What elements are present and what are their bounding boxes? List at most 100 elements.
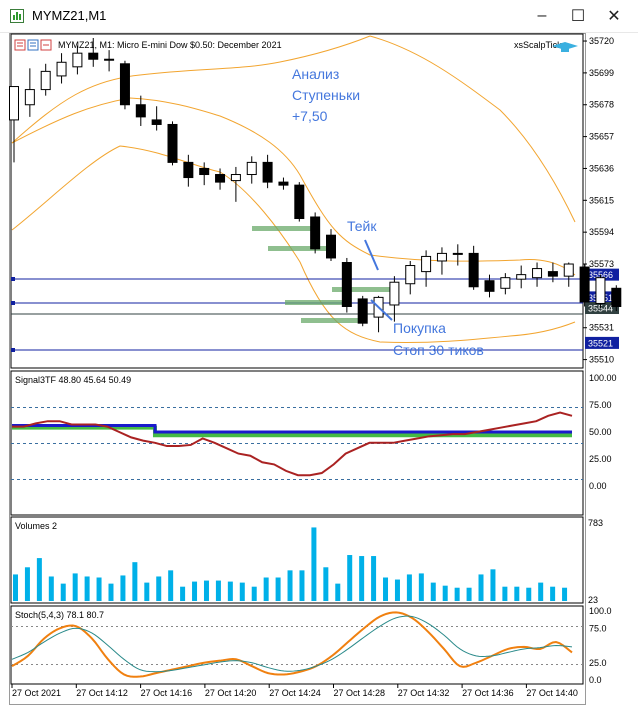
candle-bull xyxy=(436,252,447,262)
candle-bear xyxy=(310,216,321,250)
stoch-axis: 100.0 75.0 25.0 0.0 xyxy=(589,606,612,685)
price-tag-label: 35521 xyxy=(588,338,613,348)
close-icon: ✕ xyxy=(607,8,621,25)
analysis-line-2: Ступеньки xyxy=(292,87,360,103)
upper-band-outer-right xyxy=(369,35,576,223)
price-tick-label: 35531 xyxy=(589,323,614,333)
signal-panel[interactable]: Signal3TF 48.80 45.64 50.49 100.00 75.00 5… xyxy=(10,370,617,516)
volume-bar xyxy=(144,582,150,601)
volume-bar xyxy=(538,582,544,601)
chart-window-icon xyxy=(10,9,24,23)
candle-bull xyxy=(532,268,543,279)
level-handle[interactable] xyxy=(11,277,15,281)
minimize-button[interactable]: – xyxy=(525,4,559,28)
signal-label: Signal3TF 48.80 45.64 50.49 xyxy=(15,375,131,385)
candle-bear xyxy=(135,104,146,118)
volume-bar xyxy=(466,587,472,601)
volume-bar xyxy=(299,570,305,601)
minimize-icon: – xyxy=(537,7,547,24)
price-tick-label: 35510 xyxy=(589,355,614,365)
stoch-tick-label: 25.0 xyxy=(589,658,607,668)
volumes-plot-area xyxy=(10,516,584,604)
candle-bull xyxy=(389,281,400,306)
volume-bar xyxy=(239,582,245,601)
volume-bar xyxy=(359,556,365,601)
volume-bar xyxy=(48,576,54,601)
maximize-button[interactable]: ☐ xyxy=(561,4,595,28)
time-axis: 27 Oct 2021 27 Oct 14:12 27 Oct 14:16 27 Oc… xyxy=(11,684,578,698)
candle-bear xyxy=(484,280,495,292)
candle-bull xyxy=(595,277,606,304)
volume-bar xyxy=(550,586,556,601)
candle-bull xyxy=(9,86,19,121)
volume-bar xyxy=(394,579,400,601)
volume-bar xyxy=(562,587,568,601)
signal-tick-label: 100.00 xyxy=(589,373,617,383)
volume-bar xyxy=(72,573,78,601)
volume-bar xyxy=(263,577,269,601)
level-handle[interactable] xyxy=(11,348,15,352)
buy-annotation: Покупка xyxy=(393,320,446,336)
candle-bear xyxy=(326,234,336,259)
candle-bear xyxy=(215,174,226,183)
stoch-panel[interactable]: Stoch(5,4,3) 78.1 80.7 100.0 75.0 25.0 0.0 xyxy=(10,605,612,685)
price-tag-label: 35544 xyxy=(588,304,613,314)
volume-bar xyxy=(168,570,174,601)
signal-tick-label: 25.00 xyxy=(589,454,612,464)
volume-bar xyxy=(60,583,66,601)
candle-bull xyxy=(72,52,83,68)
volumes-panel[interactable]: Volumes 2 783 23 xyxy=(10,516,603,605)
volume-bar xyxy=(442,585,448,601)
time-tick-label: 27 Oct 14:24 xyxy=(269,688,321,698)
stoch-tick-label: 75.0 xyxy=(589,623,607,633)
time-tick-label: 27 Oct 14:28 xyxy=(334,688,386,698)
analysis-line-3: +7,50 xyxy=(292,108,328,124)
candle-bear xyxy=(262,161,273,183)
volume-bars xyxy=(13,527,568,601)
candle-bull xyxy=(24,89,35,106)
volume-bar xyxy=(275,577,281,601)
volume-bar xyxy=(251,586,257,601)
stop-annotation: Стоп 30 тиков xyxy=(393,342,484,358)
volume-bar xyxy=(335,583,341,601)
volume-bar xyxy=(454,587,460,601)
volume-bar xyxy=(406,574,412,601)
candle-bull xyxy=(246,161,257,176)
volume-bar xyxy=(227,581,233,601)
volume-bar xyxy=(514,586,520,601)
candle-bull xyxy=(40,70,51,91)
price-tag-box xyxy=(585,302,619,315)
candle-bull xyxy=(405,265,416,285)
signal-tick-label: 0.00 xyxy=(589,481,607,491)
price-panel[interactable]: MYMZ21, M1: Micro E-mini Dow $0.50: Dece… xyxy=(9,33,622,369)
signal-tick-label: 75.00 xyxy=(589,400,612,410)
price-tick-label: 35657 xyxy=(589,132,614,142)
volumes-label: Volumes 2 xyxy=(15,521,57,531)
close-button[interactable]: ✕ xyxy=(597,4,631,28)
candle-bear xyxy=(199,167,210,176)
stoch-main-line xyxy=(11,611,573,678)
price-tick-label: 35573 xyxy=(589,259,614,269)
volume-bar xyxy=(371,556,377,601)
candle-bear xyxy=(119,63,130,106)
candle-bull xyxy=(516,274,527,280)
volume-bar xyxy=(84,576,90,601)
candle-bear xyxy=(278,181,289,186)
buy-arrow xyxy=(370,299,393,321)
volumes-axis-bottom: 23 xyxy=(588,595,598,605)
volume-bar xyxy=(108,583,114,601)
volume-bar xyxy=(180,586,186,601)
candle-bear xyxy=(151,119,162,125)
price-tick-label: 35594 xyxy=(589,227,614,237)
candle-bear xyxy=(88,52,99,60)
volume-bar xyxy=(120,575,126,601)
maximize-icon: ☐ xyxy=(570,8,586,25)
candle-bull xyxy=(452,252,463,255)
graduation-cap-icon xyxy=(552,42,578,52)
volume-bar xyxy=(156,576,162,601)
candles xyxy=(9,38,622,333)
candle-bear xyxy=(183,161,194,179)
upper-band-outer xyxy=(11,35,371,144)
level-handle[interactable] xyxy=(11,301,15,305)
